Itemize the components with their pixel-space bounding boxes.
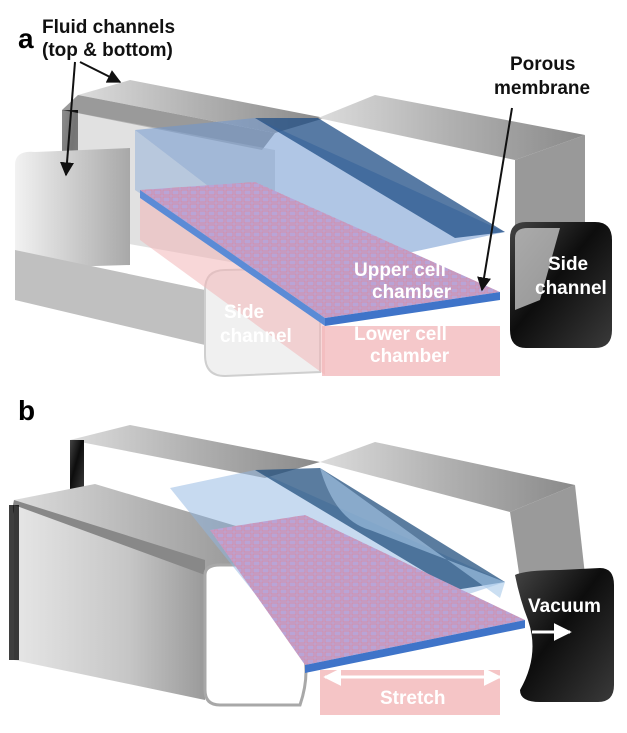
fluid-arrow-2 xyxy=(60,61,76,177)
b-porous-membrane xyxy=(210,515,525,673)
porous-label-2: membrane xyxy=(494,78,590,99)
side-left-label-1: Side xyxy=(224,302,264,323)
fluid-channels-label-2: (top & bottom) xyxy=(42,40,173,61)
fluid-arrow-1 xyxy=(79,61,122,83)
lower-chamber-label-2: chamber xyxy=(370,346,450,367)
side-left-label-2: channel xyxy=(220,326,292,347)
upper-chamber-label-2: chamber xyxy=(372,282,452,303)
stretch-label: Stretch xyxy=(380,688,445,709)
upper-chamber-label-1: Upper cell xyxy=(354,260,446,281)
right-channel-block xyxy=(318,95,612,348)
porous-membrane xyxy=(140,182,500,326)
panel-b-letter: b xyxy=(18,395,35,426)
panel-a-letter: a xyxy=(18,23,34,54)
side-right-label-1: Side xyxy=(548,254,588,275)
porous-arrow xyxy=(477,107,513,292)
panel-b: b xyxy=(9,395,614,715)
b-back-left-block xyxy=(70,425,320,490)
vacuum-left-arrow xyxy=(260,663,301,683)
panel-a: a xyxy=(15,17,612,378)
lower-chamber-label-1: Lower cell xyxy=(354,324,447,345)
porous-label-1: Porous xyxy=(510,54,575,75)
vacuum-left-label: Vacuum xyxy=(212,636,285,657)
vacuum-right-label: Vacuum xyxy=(528,596,601,617)
lower-cell-chamber xyxy=(140,198,500,376)
fluid-channels-label-1: Fluid channels xyxy=(42,17,175,38)
side-right-label-2: channel xyxy=(535,278,607,299)
